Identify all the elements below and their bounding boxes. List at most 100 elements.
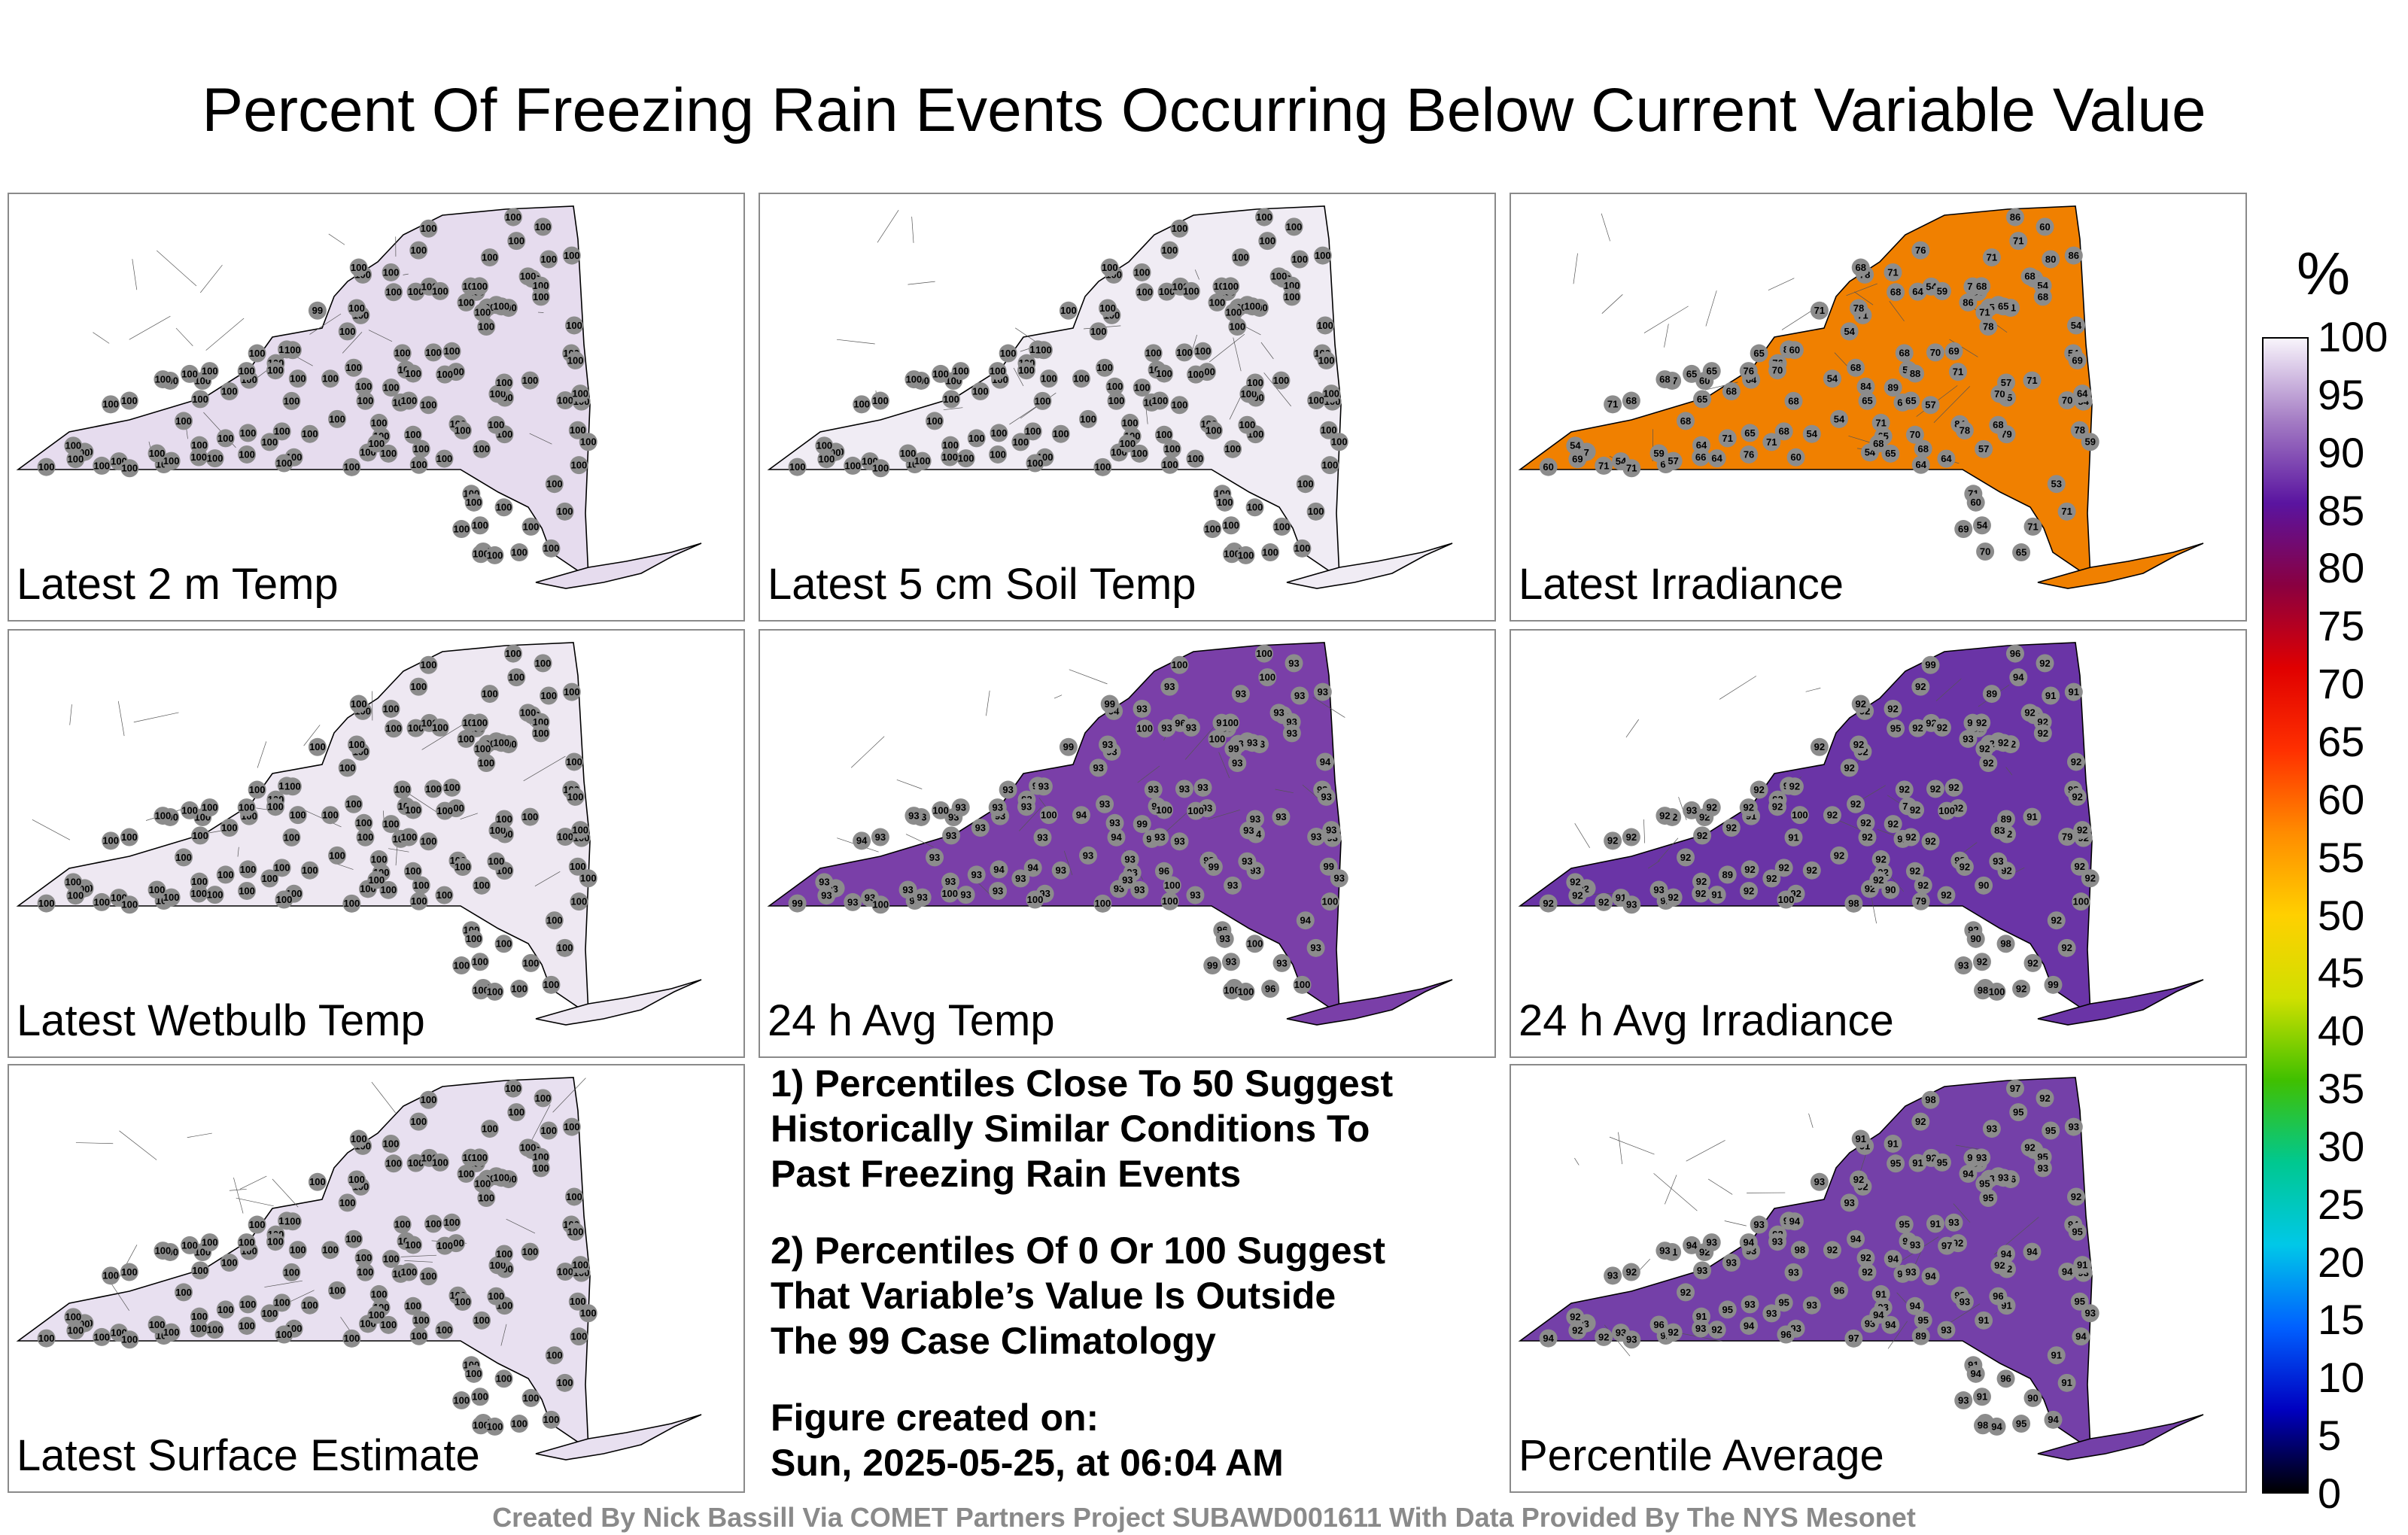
station-marker: [369, 850, 388, 868]
station-marker: [147, 1315, 166, 1334]
station-marker: [419, 655, 438, 674]
station-marker: [1830, 1281, 1849, 1299]
station-marker: [967, 429, 986, 448]
station-marker: [473, 1311, 491, 1330]
county-line: [1054, 695, 1063, 699]
station-value: 54: [2071, 320, 2082, 331]
station-marker: [1959, 1164, 1978, 1183]
station-value: 100: [1027, 894, 1044, 905]
station-value: 54: [1844, 326, 1855, 337]
county-line: [309, 313, 342, 335]
station-value: 92: [1855, 698, 1865, 710]
station-value: 95: [1722, 1304, 1732, 1315]
station-marker: [1887, 719, 1905, 738]
station-marker: [1994, 297, 2013, 316]
county-line: [1194, 269, 1199, 280]
station-value: 57: [2001, 377, 2011, 388]
station-marker: [409, 241, 428, 260]
county-line: [236, 1197, 274, 1207]
station-marker: [1802, 424, 1821, 443]
station-value: 100: [508, 236, 524, 247]
station-value: 68: [1873, 438, 1884, 449]
county-line: [257, 741, 267, 768]
station-marker: [412, 439, 430, 458]
station-value: 100: [102, 1270, 119, 1281]
station-marker: [2068, 787, 2087, 806]
station-marker: [1228, 318, 1247, 336]
station-marker: [510, 543, 529, 562]
station-marker: [503, 208, 522, 226]
station-value: 100: [309, 741, 326, 752]
station-value: 100: [473, 1315, 490, 1326]
station-marker: [2064, 1117, 2083, 1136]
station-marker: [1914, 439, 1932, 458]
station-marker: [1774, 1293, 1793, 1312]
station-marker: [237, 1233, 256, 1252]
station-marker: [494, 1369, 513, 1388]
station-marker: [260, 433, 279, 451]
station-value: 100: [181, 1239, 198, 1251]
station-value: 100: [564, 250, 580, 261]
station-marker: [1677, 412, 1695, 430]
station-marker: [1790, 1241, 1809, 1260]
station-marker: [1718, 865, 1737, 884]
county-line: [1208, 810, 1240, 820]
station-value: 91: [1696, 1311, 1707, 1322]
station-marker: [1204, 858, 1223, 877]
panel-label: Latest Irradiance: [1519, 560, 1844, 609]
station-value: 97: [2010, 1083, 2020, 1094]
station-marker: [1823, 806, 1841, 825]
station-marker: [521, 517, 540, 536]
station-value: 95: [2075, 1296, 2085, 1307]
station-value: 71: [1875, 417, 1886, 428]
station-marker: [1622, 895, 1641, 914]
station-value: 69: [2072, 354, 2082, 366]
station-value: 100: [474, 307, 491, 318]
station-value: 70: [2062, 394, 2072, 406]
station-value: 92: [2071, 1191, 2081, 1202]
station-marker: [200, 798, 219, 817]
station-value: 95: [1983, 1192, 1993, 1203]
station-marker: [181, 364, 199, 383]
station-value: 100: [190, 1323, 207, 1334]
station-marker: [2012, 980, 2031, 999]
station-marker: [436, 801, 455, 820]
station-marker: [1702, 798, 1721, 817]
station-marker: [1908, 719, 1927, 737]
station-value: 100: [1224, 985, 1240, 996]
station-marker: [503, 644, 522, 663]
station-marker: [1160, 677, 1179, 696]
station-marker: [1784, 1263, 1803, 1281]
station-marker: [404, 801, 423, 819]
station-value: 100: [274, 426, 290, 437]
county-line: [1935, 678, 1962, 701]
station-value: 100: [543, 1414, 560, 1425]
station-value: 60: [1970, 497, 1981, 508]
station-value: 100: [345, 798, 362, 810]
station-value: 100: [284, 1216, 301, 1227]
county-line: [1643, 305, 1689, 333]
station-value: 100: [191, 876, 208, 887]
station-marker: [1871, 413, 1890, 432]
station-value: 91: [1875, 1288, 1886, 1299]
station-value: 100: [472, 520, 488, 531]
station-marker: [406, 719, 425, 737]
station-value: 94: [1111, 831, 1122, 843]
station-value: 100: [533, 716, 549, 728]
station-marker: [1871, 850, 1890, 868]
station-value: 92: [1572, 1325, 1583, 1336]
station-value: 100: [155, 810, 172, 821]
station-value: 65: [1706, 366, 1716, 377]
station-marker: [494, 1245, 513, 1263]
station-value: 100: [1195, 345, 1212, 357]
station-value: 100: [339, 1197, 356, 1208]
station-marker: [1693, 1261, 1712, 1280]
station-marker: [272, 1293, 291, 1312]
station-value: 100: [522, 375, 539, 386]
station-marker: [494, 810, 513, 828]
station-marker: [1979, 754, 1998, 773]
station-value: 93: [1186, 722, 1196, 733]
station-marker: [1193, 342, 1212, 360]
station-value: 100: [276, 1329, 293, 1340]
station-marker: [1245, 810, 1264, 828]
